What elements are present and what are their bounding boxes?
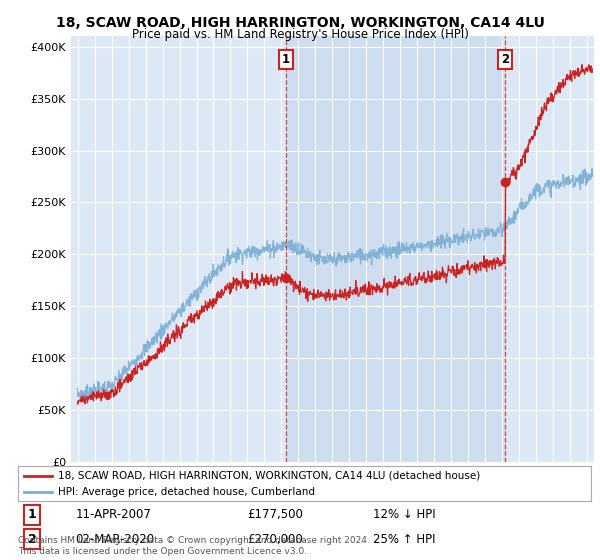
Text: HPI: Average price, detached house, Cumberland: HPI: Average price, detached house, Cumb… — [58, 487, 315, 497]
Text: 1: 1 — [28, 508, 37, 521]
Text: 18, SCAW ROAD, HIGH HARRINGTON, WORKINGTON, CA14 4LU: 18, SCAW ROAD, HIGH HARRINGTON, WORKINGT… — [56, 16, 544, 30]
Text: 02-MAR-2020: 02-MAR-2020 — [76, 533, 154, 546]
Text: £270,000: £270,000 — [247, 533, 303, 546]
Text: £177,500: £177,500 — [247, 508, 303, 521]
Text: 11-APR-2007: 11-APR-2007 — [76, 508, 151, 521]
Text: Contains HM Land Registry data © Crown copyright and database right 2024.
This d: Contains HM Land Registry data © Crown c… — [18, 536, 370, 556]
Bar — [286, 36, 505, 462]
Text: 1: 1 — [282, 53, 290, 66]
Text: 2: 2 — [28, 533, 37, 546]
Text: 12% ↓ HPI: 12% ↓ HPI — [373, 508, 436, 521]
Text: 25% ↑ HPI: 25% ↑ HPI — [373, 533, 436, 546]
Text: 2: 2 — [501, 53, 509, 66]
Text: 18, SCAW ROAD, HIGH HARRINGTON, WORKINGTON, CA14 4LU (detached house): 18, SCAW ROAD, HIGH HARRINGTON, WORKINGT… — [58, 471, 481, 481]
Text: Price paid vs. HM Land Registry's House Price Index (HPI): Price paid vs. HM Land Registry's House … — [131, 28, 469, 41]
